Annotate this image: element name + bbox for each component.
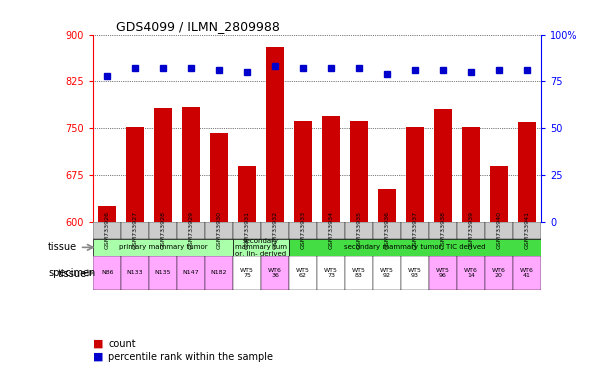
Text: N133: N133 <box>127 270 144 275</box>
Text: GSM733927: GSM733927 <box>133 211 138 249</box>
Bar <box>289 256 317 290</box>
Bar <box>154 108 172 222</box>
Bar <box>93 239 233 256</box>
Bar <box>205 256 233 290</box>
Bar <box>434 109 452 222</box>
Text: WT6
14: WT6 14 <box>464 268 478 278</box>
Bar <box>513 222 541 239</box>
Text: GSM733938: GSM733938 <box>441 211 445 249</box>
Text: WT5
93: WT5 93 <box>408 268 422 278</box>
Bar <box>457 256 485 290</box>
Bar <box>401 256 429 290</box>
Text: WT5
83: WT5 83 <box>352 268 366 278</box>
Bar <box>126 127 144 222</box>
Text: specimen: specimen <box>48 268 96 278</box>
Text: ■: ■ <box>93 352 103 362</box>
Bar <box>485 222 513 239</box>
Text: GDS4099 / ILMN_2809988: GDS4099 / ILMN_2809988 <box>115 20 279 33</box>
Text: N86: N86 <box>101 270 114 275</box>
Bar <box>429 256 457 290</box>
Bar <box>177 256 205 290</box>
Bar <box>350 121 368 222</box>
Text: N135: N135 <box>155 270 171 275</box>
Text: GSM733937: GSM733937 <box>412 211 418 249</box>
Text: WT6
20: WT6 20 <box>492 268 506 278</box>
Text: GSM733932: GSM733932 <box>272 211 278 249</box>
Bar <box>345 256 373 290</box>
Bar <box>121 256 149 290</box>
Bar <box>429 222 457 239</box>
Bar <box>177 222 205 239</box>
Bar <box>518 122 536 222</box>
Text: secondary
mammary tum
or, lin- derived: secondary mammary tum or, lin- derived <box>235 238 287 257</box>
Text: GSM733934: GSM733934 <box>329 211 334 249</box>
Bar <box>317 256 345 290</box>
Bar <box>378 189 396 222</box>
Bar <box>233 256 261 290</box>
Bar <box>149 222 177 239</box>
Text: GSM733941: GSM733941 <box>525 211 529 249</box>
Bar <box>261 256 289 290</box>
Bar <box>406 127 424 222</box>
Bar <box>289 239 541 256</box>
Text: GSM733929: GSM733929 <box>189 211 194 249</box>
Text: percentile rank within the sample: percentile rank within the sample <box>108 352 273 362</box>
Bar <box>233 239 289 256</box>
Bar <box>93 256 121 290</box>
Bar <box>485 256 513 290</box>
Text: GSM733926: GSM733926 <box>105 211 109 249</box>
Text: WT5
62: WT5 62 <box>296 268 310 278</box>
Bar <box>373 256 401 290</box>
Text: count: count <box>108 339 136 349</box>
Text: tissue: tissue <box>58 269 87 279</box>
Text: ■: ■ <box>93 339 103 349</box>
Text: WT5
96: WT5 96 <box>436 268 450 278</box>
Text: tissue: tissue <box>48 242 77 252</box>
Text: GSM733931: GSM733931 <box>245 211 249 249</box>
Text: N147: N147 <box>183 270 200 275</box>
Bar <box>322 116 340 222</box>
Bar <box>462 127 480 222</box>
Bar <box>205 222 233 239</box>
Bar <box>121 222 149 239</box>
Bar <box>210 133 228 222</box>
Text: GSM733933: GSM733933 <box>300 211 305 249</box>
Text: N182: N182 <box>211 270 227 275</box>
Bar <box>294 121 312 222</box>
Bar <box>289 222 317 239</box>
Text: secondary mammary tumor, TIC derived: secondary mammary tumor, TIC derived <box>344 244 486 250</box>
Bar <box>238 166 256 222</box>
Bar <box>149 256 177 290</box>
Text: GSM733935: GSM733935 <box>356 211 362 249</box>
Text: GSM733939: GSM733939 <box>468 211 474 249</box>
Bar <box>490 166 508 222</box>
Text: WT5
92: WT5 92 <box>380 268 394 278</box>
Text: WT5
73: WT5 73 <box>324 268 338 278</box>
Bar <box>345 222 373 239</box>
Bar <box>93 222 121 239</box>
Text: WT6
36: WT6 36 <box>268 268 282 278</box>
Bar <box>317 222 345 239</box>
Bar <box>457 222 485 239</box>
Text: GSM733928: GSM733928 <box>160 211 166 249</box>
Bar <box>182 107 200 222</box>
Bar <box>233 222 261 239</box>
Bar <box>373 222 401 239</box>
Bar <box>266 47 284 222</box>
Text: primary mammary tumor: primary mammary tumor <box>119 244 207 250</box>
Text: WT5
75: WT5 75 <box>240 268 254 278</box>
Text: GSM733930: GSM733930 <box>216 211 222 249</box>
Bar <box>261 222 289 239</box>
Text: WT6
41: WT6 41 <box>520 268 534 278</box>
Bar <box>401 222 429 239</box>
Text: GSM733936: GSM733936 <box>385 211 389 249</box>
Bar <box>98 206 116 222</box>
Text: GSM733940: GSM733940 <box>496 211 501 249</box>
Bar <box>513 256 541 290</box>
